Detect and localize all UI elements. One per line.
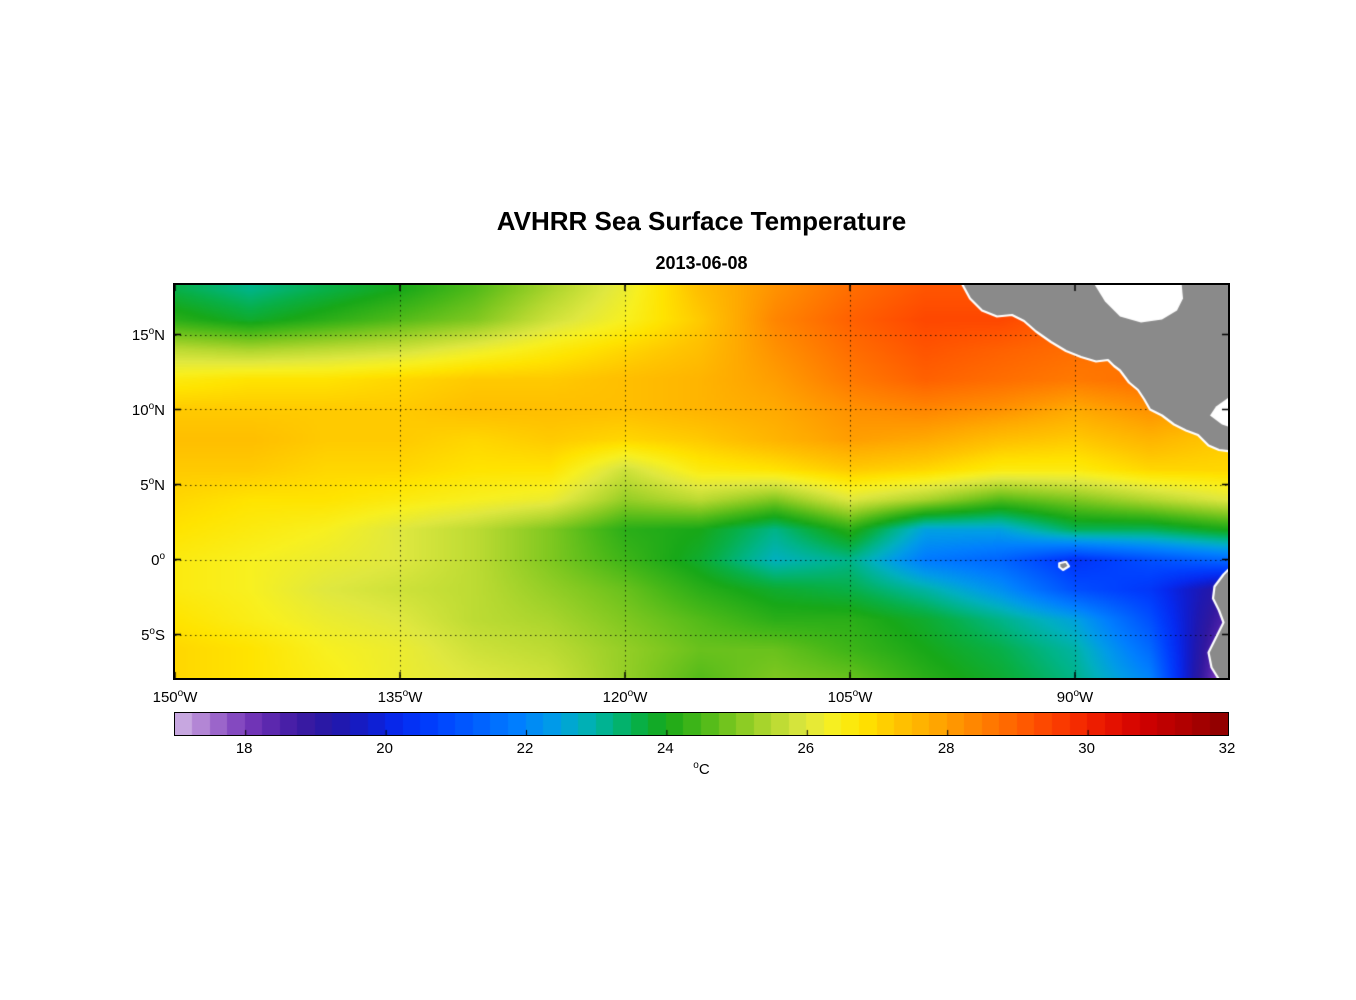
colorbar-tick-label: 24 [657, 740, 674, 757]
x-tick-label: 120oW [602, 688, 648, 706]
colorbar-unit-label: oC [693, 760, 710, 778]
y-tick-label: 15oN [131, 325, 165, 344]
x-tick-label: 105oW [827, 688, 873, 706]
map-plot-area [173, 283, 1230, 680]
chart-title: AVHRR Sea Surface Temperature [496, 206, 907, 236]
y-tick-label: 5oN [140, 475, 165, 494]
y-tick-label: 0o [151, 550, 165, 569]
y-tick-label: 5oS [141, 625, 165, 644]
x-tick-label: 135oW [377, 688, 423, 706]
colorbar-canvas [175, 713, 1228, 735]
colorbar-tick-label: 32 [1218, 740, 1236, 757]
colorbar-tick-label: 26 [797, 740, 815, 757]
colorbar-tick-label: 28 [937, 740, 955, 757]
y-tick-label: 10oN [131, 400, 165, 419]
sst-heatmap-canvas [175, 285, 1228, 678]
colorbar-tick-label: 22 [516, 740, 534, 757]
colorbar-tick-label: 18 [235, 740, 253, 757]
colorbar-tick-label: 30 [1078, 740, 1095, 757]
x-tick-label: 90oW [1056, 688, 1094, 706]
chart-subtitle-date: 2013-06-08 [655, 253, 748, 273]
colorbar [174, 712, 1229, 736]
x-tick-label: 150oW [152, 688, 198, 706]
colorbar-tick-label: 20 [376, 740, 393, 757]
